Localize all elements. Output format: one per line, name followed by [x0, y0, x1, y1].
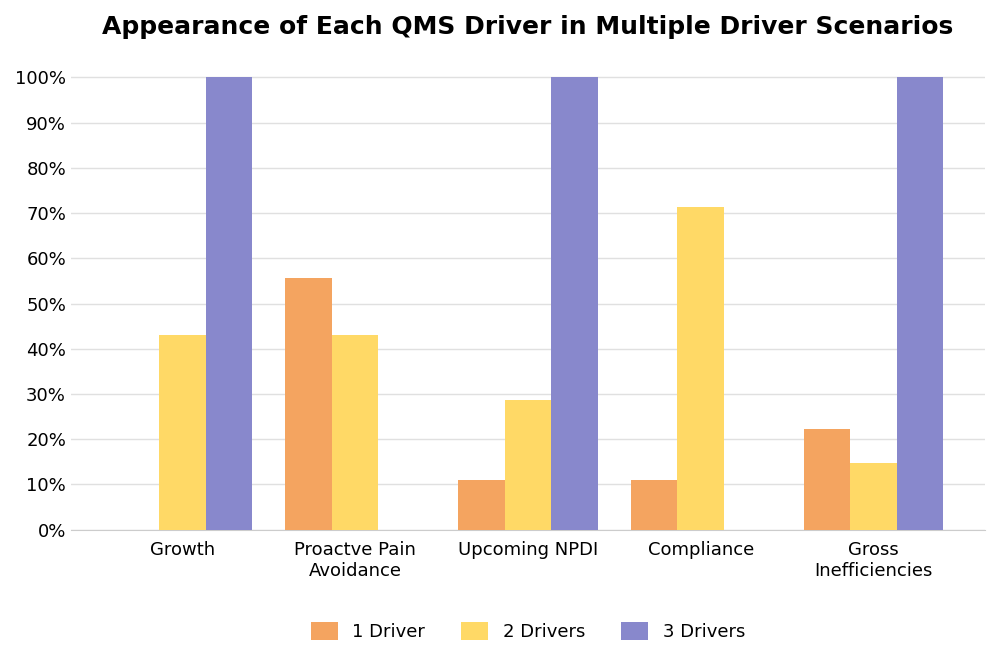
Bar [332, 335, 378, 530]
Bar [551, 78, 598, 530]
Bar [677, 207, 724, 530]
Legend: 1 Driver, 2 Drivers, 3 Drivers: 1 Driver, 2 Drivers, 3 Drivers [303, 615, 752, 646]
Title: Appearance of Each QMS Driver in Multiple Driver Scenarios: Appearance of Each QMS Driver in Multipl… [102, 15, 954, 39]
Bar [631, 479, 677, 530]
Bar [897, 78, 943, 530]
Bar [159, 335, 206, 530]
Bar [804, 430, 850, 530]
Bar [505, 401, 551, 530]
Bar [285, 278, 332, 530]
Bar [458, 479, 505, 530]
Bar [850, 463, 897, 530]
Bar [206, 78, 252, 530]
